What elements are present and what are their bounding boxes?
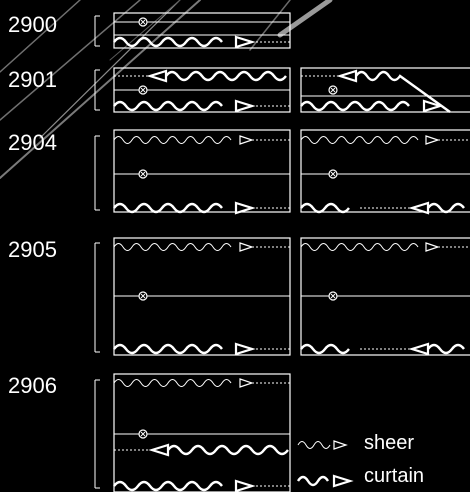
panel-frame bbox=[113, 373, 291, 492]
panel-frame bbox=[300, 129, 470, 213]
legend-sheer-icon bbox=[297, 440, 348, 450]
arrowhead bbox=[425, 242, 440, 252]
row-label-2905: 2905 bbox=[8, 237, 57, 262]
curtain-wave bbox=[355, 70, 451, 113]
arrowhead bbox=[148, 443, 170, 457]
center-knob-x bbox=[330, 171, 336, 177]
arrowhead bbox=[234, 201, 256, 215]
curtain-wave bbox=[113, 480, 223, 492]
curtain-wave bbox=[165, 70, 287, 82]
arrowhead bbox=[234, 479, 256, 492]
curtain-wave bbox=[300, 100, 410, 112]
sheer-wave bbox=[300, 243, 419, 251]
arrowhead bbox=[408, 342, 430, 356]
arrowhead bbox=[234, 342, 256, 356]
center-knob-x bbox=[330, 87, 336, 93]
curtain-wave bbox=[296, 475, 330, 487]
center-knob-x bbox=[140, 19, 146, 25]
center-knob-x bbox=[330, 293, 336, 299]
panel-2905-a bbox=[94, 237, 291, 356]
arrowhead bbox=[234, 99, 256, 113]
arrowhead bbox=[239, 378, 254, 388]
arrowhead bbox=[425, 135, 440, 145]
panel-frame bbox=[113, 12, 291, 49]
row-label-2904: 2904 bbox=[8, 130, 57, 155]
arrowhead bbox=[422, 99, 444, 113]
curtain-wave bbox=[113, 100, 223, 112]
row-label-2901: 2901 bbox=[8, 67, 57, 92]
legend-curtain-icon bbox=[296, 474, 354, 488]
curtain-wave bbox=[427, 202, 465, 214]
arrowhead bbox=[234, 35, 256, 49]
panel-2906 bbox=[94, 373, 291, 492]
curtain-wave bbox=[113, 36, 223, 48]
panel-2904-b bbox=[300, 129, 470, 215]
arrowhead bbox=[146, 69, 168, 83]
sheer-wave bbox=[300, 136, 419, 144]
center-knob-x bbox=[140, 431, 146, 437]
arrowhead bbox=[332, 474, 354, 488]
curtain-wave bbox=[113, 202, 223, 214]
center-knob-x bbox=[140, 87, 146, 93]
decorative-streaks bbox=[0, 0, 333, 179]
sheer-wave bbox=[297, 441, 331, 449]
legend-curtain-label: curtain bbox=[364, 465, 424, 487]
panel-2901-a bbox=[94, 67, 291, 113]
panel-2900 bbox=[94, 12, 291, 49]
arrowhead bbox=[336, 69, 358, 83]
sheer-wave bbox=[113, 243, 232, 251]
curtain-wave bbox=[427, 343, 465, 355]
row-label-2900: 2900 bbox=[8, 12, 57, 37]
center-knob-x bbox=[140, 171, 146, 177]
sheer-wave bbox=[113, 136, 232, 144]
panel-2905-b bbox=[300, 237, 470, 356]
curtain-wave bbox=[113, 343, 223, 355]
row-label-2906: 2906 bbox=[8, 373, 57, 398]
curtain-wave bbox=[300, 343, 350, 355]
curtain-wave bbox=[167, 444, 289, 456]
panel-frame bbox=[300, 67, 470, 113]
panels bbox=[94, 12, 470, 492]
center-knob-x bbox=[140, 293, 146, 299]
sheer-wave bbox=[113, 379, 232, 387]
arrowhead bbox=[333, 440, 348, 450]
curtain-wave bbox=[300, 202, 350, 214]
panel-2904-a bbox=[94, 129, 291, 215]
legend-sheer-label: sheer bbox=[364, 432, 414, 454]
panel-2901-b bbox=[300, 67, 470, 113]
arrowhead bbox=[239, 135, 254, 145]
arrowhead bbox=[239, 242, 254, 252]
legend: sheer curtain bbox=[296, 432, 424, 488]
